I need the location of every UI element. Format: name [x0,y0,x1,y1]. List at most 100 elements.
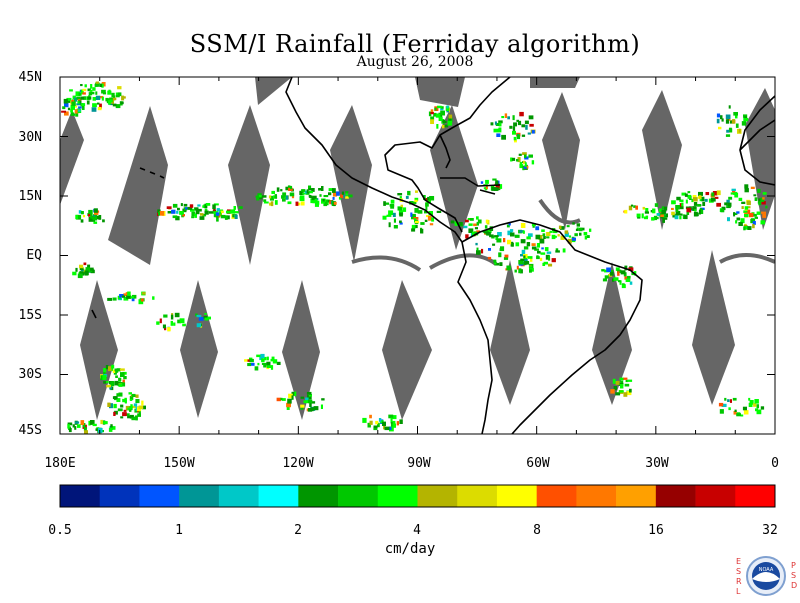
rain-cell [399,222,403,225]
rain-cell [140,298,144,302]
rain-cell [492,178,497,181]
rain-cell [323,195,329,198]
rain-cell [170,320,173,326]
rain-cell [159,318,162,324]
rain-cell [407,190,411,196]
rain-cell [546,251,552,254]
rain-cell [167,327,171,332]
rain-cell [399,220,402,223]
rain-cell [129,414,134,419]
rain-cell [727,217,730,222]
rain-cell [698,195,702,200]
rain-cell [410,212,413,217]
rain-cell [92,97,96,101]
rain-cell [207,316,211,320]
rain-cell [506,224,510,228]
rain-cell [480,181,484,184]
rain-cell [424,211,428,214]
rain-cell [744,188,749,193]
rain-cell [531,160,535,165]
rain-cell [741,201,746,204]
rain-cell [412,201,417,205]
rain-cell [304,190,309,194]
rain-cell [760,220,766,225]
rain-cell [338,196,342,200]
rain-cell [644,211,649,214]
rain-cell [164,327,167,331]
rain-cell [311,196,315,201]
swath-arc [538,198,581,225]
rain-cell [485,219,489,224]
rain-cell [234,214,238,219]
rain-cell [692,206,697,211]
rain-cell [420,222,425,225]
rain-cell [288,393,293,399]
rain-cell [699,199,704,202]
rain-cell [430,109,434,113]
rain-cell [712,191,718,196]
rain-cell [69,89,73,92]
rain-cell [326,202,329,206]
rain-cell [195,313,198,317]
rain-cell [121,96,126,99]
rain-cell [743,226,746,231]
rain-cell [259,195,262,198]
rain-cell [627,275,631,279]
rain-cell [156,321,160,325]
rain-cell [299,190,304,195]
rain-cell [310,198,313,204]
rain-cell [256,196,260,201]
map-title: SSM/I Rainfall (Ferriday algorithm) [189,30,641,58]
rain-cell [733,411,737,415]
rain-cell [686,212,690,215]
rain-cell [286,406,290,410]
rain-cell [373,425,378,429]
rain-cell [546,236,550,239]
rain-cell [332,188,336,193]
rain-cell [84,84,87,88]
rain-cell [200,213,204,216]
rain-cell [513,122,517,127]
rain-cell [170,314,174,320]
rain-cell [734,192,739,198]
rain-cell [345,191,349,194]
colorbar-swatch [735,485,776,507]
rain-cell [98,215,102,220]
rain-cell [244,359,249,362]
rain-cell [300,396,305,399]
rain-cell [463,225,468,229]
rain-cell [551,258,556,263]
rain-cell [621,284,626,289]
rain-cell [135,394,139,398]
rain-cell [425,202,429,207]
rain-cell [718,402,724,407]
rain-cell [173,322,176,326]
rain-cell [531,223,536,227]
rain-cell [601,269,605,272]
rain-cell [602,278,608,282]
rain-cell [276,361,281,365]
rain-cell [512,126,516,131]
rain-cell [130,296,134,299]
rain-cell [348,194,353,198]
rain-cell [131,393,136,397]
rain-cell [97,107,102,111]
rain-cell [67,422,73,426]
rain-cell [99,103,102,109]
rain-cell [549,230,553,233]
rain-cell [78,100,82,105]
rain-cell [260,353,265,359]
rain-cell [716,202,721,207]
rain-cell [313,406,319,411]
rain-cell [535,234,541,240]
rain-cell [397,193,403,196]
rain-cell [82,92,86,95]
rain-cell [71,101,76,106]
swath-gap [415,77,465,107]
rain-cell [270,365,274,370]
rain-cell [736,217,741,221]
rain-cell [417,210,423,214]
rain-cell [312,198,318,203]
rain-cell [450,220,455,224]
